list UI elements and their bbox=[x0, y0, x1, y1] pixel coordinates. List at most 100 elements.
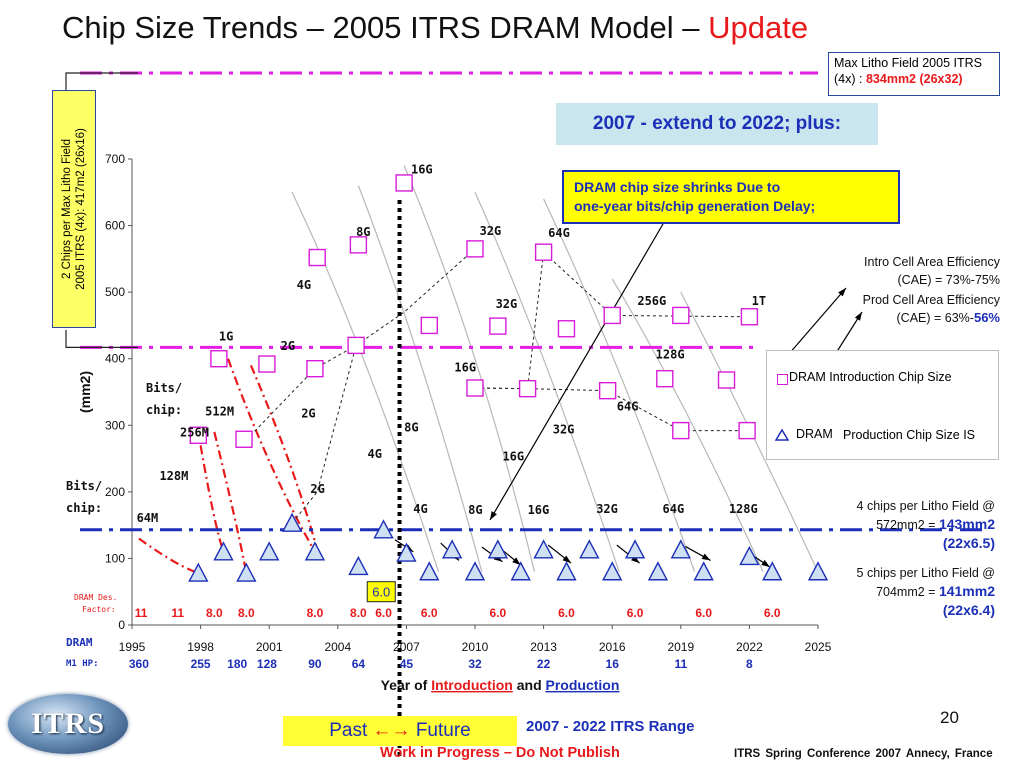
bits-side-label-2: Bits/ bbox=[66, 479, 102, 493]
two-chips-box: 2 Chips per Max Litho Field 2005 ITRS (4… bbox=[52, 90, 96, 328]
two-chips-text: 2 Chips per Max Litho Field 2005 ITRS (4… bbox=[60, 94, 88, 324]
m1hp-value: 128 bbox=[257, 657, 277, 671]
y-axis-label: (mm2) bbox=[77, 371, 93, 413]
bits-side-label-2: chip: bbox=[66, 501, 102, 515]
prod-shift-arrow-head bbox=[761, 559, 770, 568]
design-factor-value: 6.0 bbox=[490, 606, 507, 620]
m1hp-value: 45 bbox=[400, 657, 414, 671]
max-litho-line2: (4x) : 834mm2 (26x32) bbox=[834, 71, 994, 87]
past-future-arrows-icon: ←→ bbox=[372, 720, 411, 741]
cae-prod-note: Prod Cell Area Efficiency (CAE) = 63%-56… bbox=[800, 291, 1000, 327]
x-axis-label-part: Production bbox=[546, 677, 620, 693]
trend-arc bbox=[357, 185, 483, 572]
prod-chip-point bbox=[693, 561, 714, 581]
bits-label: 2G bbox=[301, 406, 315, 420]
trend-arc bbox=[291, 192, 439, 572]
bits-label: 16G bbox=[411, 163, 433, 177]
design-factor-label: DRAM Des. bbox=[74, 593, 117, 602]
bits-label: 32G bbox=[480, 224, 502, 238]
intro-chip-point bbox=[308, 248, 326, 267]
prod-chip-point bbox=[807, 561, 829, 581]
trend-arc bbox=[611, 278, 764, 572]
m1hp-value: 64 bbox=[352, 657, 366, 671]
conference-footer: ITRS Spring Conference 2007 Annecy, Fran… bbox=[734, 748, 993, 760]
cae-intro-arrow-head bbox=[838, 288, 846, 297]
x-axis-label-part: Year of bbox=[381, 677, 432, 693]
bits-label: 16G bbox=[528, 503, 550, 517]
intro-chip-point bbox=[466, 240, 484, 258]
intro-chip-point bbox=[466, 379, 484, 397]
bits-label: 32G bbox=[496, 297, 518, 311]
design-factor-value: 6.0 bbox=[421, 606, 438, 620]
intro-chip-point bbox=[656, 369, 674, 388]
y-tick-label: 200 bbox=[105, 485, 125, 499]
cae-intro-line2: (CAE) = 73%-75% bbox=[897, 273, 1000, 287]
prod-chip-point bbox=[213, 541, 234, 561]
m1hp-value: 11 bbox=[674, 657, 687, 671]
legend-square-icon bbox=[777, 374, 788, 385]
prod-chip-point bbox=[236, 562, 257, 582]
title-prefix: Chip Size Trends – 2005 ITRS DRAM Model … bbox=[62, 10, 700, 45]
intro-chip-point bbox=[347, 336, 365, 355]
bits-label: 4G bbox=[413, 502, 427, 516]
bits-label: 256G bbox=[637, 294, 666, 308]
bits-label: 4G bbox=[297, 278, 311, 292]
intro-chip-point bbox=[189, 426, 208, 444]
past-trend-curve bbox=[199, 445, 225, 553]
x-tick-label: 1998 bbox=[187, 640, 214, 654]
litho5-dim: (22x6.4) bbox=[942, 602, 995, 618]
wip-notice: Work in Progress – Do Not Publish bbox=[380, 745, 620, 761]
bits-label: 8G bbox=[468, 503, 482, 517]
design-factor-value: 6.0 bbox=[627, 606, 644, 620]
cae-intro-note: Intro Cell Area Efficiency (CAE) = 73%-7… bbox=[800, 253, 1000, 289]
design-factor-value: 6.0 bbox=[695, 606, 712, 620]
bits-label: 16G bbox=[502, 450, 524, 464]
intro-chip-point bbox=[349, 236, 368, 254]
intro-chip-point bbox=[740, 308, 759, 326]
x-tick-label: 2004 bbox=[324, 640, 351, 654]
prod-chip-point bbox=[259, 541, 280, 561]
max-litho-bracket bbox=[65, 72, 138, 90]
design-factor-value: 8.0 bbox=[238, 606, 255, 620]
intro-chip-point bbox=[395, 174, 413, 192]
bits-label: 2G bbox=[281, 339, 295, 353]
data-points bbox=[188, 174, 829, 582]
x-tick-label: 2022 bbox=[736, 640, 763, 654]
bits-label: 1G bbox=[219, 330, 233, 344]
cae-prod-line1: Prod Cell Area Efficiency bbox=[862, 293, 1000, 307]
trend-arc bbox=[543, 198, 696, 572]
bits-label: 64G bbox=[548, 226, 570, 240]
legend-prod-label-a: DRAM bbox=[796, 427, 833, 441]
shrink-line2: one-year bits/chip generation Delay; bbox=[574, 198, 816, 214]
prod-chip-point bbox=[739, 545, 760, 566]
prod-chip-point bbox=[556, 561, 577, 581]
bits-label: 128M bbox=[159, 469, 188, 483]
past-trend-curve bbox=[138, 537, 199, 575]
intro-chip-point bbox=[738, 421, 756, 440]
litho4-line2: 572mm2 = 143mm2 bbox=[795, 515, 995, 534]
chart-axes: 0 100 200 300 400 500 600 700 1995 1998 2001 2004 20… bbox=[77, 152, 832, 693]
x-axis-label-part: Introduction bbox=[431, 677, 513, 693]
prod-chip-point bbox=[281, 512, 303, 532]
intro-chip-point bbox=[489, 317, 507, 335]
prod-chip-point bbox=[441, 539, 463, 559]
dram-row-label: DRAM bbox=[66, 636, 93, 649]
legend-intro-label: DRAM Introduction Chip Size bbox=[789, 370, 952, 384]
y-tick-label: 100 bbox=[105, 551, 125, 565]
litho-note-5chips: 5 chips per Litho Field @ 704mm2 = 141mm… bbox=[795, 564, 995, 620]
prod-chip-point bbox=[510, 561, 531, 581]
bits-label: 512M bbox=[205, 404, 234, 418]
bits-label: 64G bbox=[617, 400, 639, 414]
highlight-factor-value: 6.0 bbox=[372, 585, 390, 600]
intro-chip-point bbox=[672, 306, 690, 325]
design-factor-value: 11 bbox=[171, 606, 184, 620]
litho4-dim: (22x6.5) bbox=[942, 535, 995, 551]
prod-chip-point bbox=[624, 539, 646, 559]
litho4-prefix: 572mm2 = bbox=[876, 518, 936, 532]
litho5-line3: (22x6.4) bbox=[795, 601, 995, 620]
legend-prod-label-b: Production Chip Size IS bbox=[843, 428, 976, 442]
litho4-line3: (22x6.5) bbox=[795, 534, 995, 553]
x-tick-label: 1995 bbox=[119, 640, 146, 654]
y-tick-label: 400 bbox=[105, 352, 125, 366]
prod-shift-arrow-head bbox=[562, 555, 572, 564]
